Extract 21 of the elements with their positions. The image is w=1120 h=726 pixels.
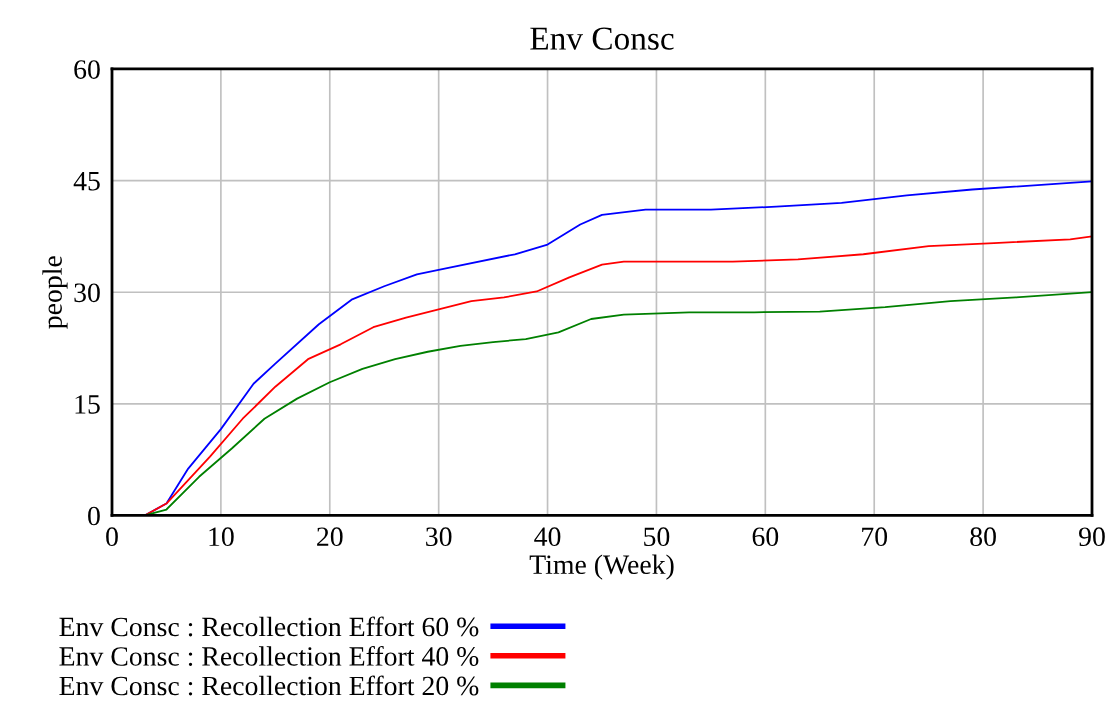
y-tick-label: 60 xyxy=(74,60,100,79)
x-tick-label: 50 xyxy=(644,527,670,547)
x-tick-label: 40 xyxy=(534,527,561,547)
x-tick-label: 80 xyxy=(970,527,996,547)
chart-title: Env Consc xyxy=(530,27,674,50)
x-tick-label: 0 xyxy=(106,527,118,547)
x-axis-title: Time (Week) xyxy=(529,554,674,580)
y-tick-label: 0 xyxy=(88,506,100,526)
x-tick-label: 10 xyxy=(209,527,234,547)
legend-label: Env Consc : Recollection Effort 40 % xyxy=(59,646,479,666)
y-tick-label: 45 xyxy=(73,171,100,191)
y-axis-title: people xyxy=(42,256,68,329)
x-tick-label: 20 xyxy=(317,527,343,547)
x-tick-label: 30 xyxy=(426,527,452,547)
x-tick-label: 70 xyxy=(862,527,888,547)
y-tick-label: 30 xyxy=(74,283,100,303)
legend-label: Env Consc : Recollection Effort 60 % xyxy=(59,616,479,637)
y-tick-label: 15 xyxy=(75,395,100,414)
x-tick-label: 90 xyxy=(1079,527,1105,547)
legend-label: Env Consc : Recollection Effort 20 % xyxy=(59,675,479,696)
x-tick-label: 60 xyxy=(752,527,779,547)
